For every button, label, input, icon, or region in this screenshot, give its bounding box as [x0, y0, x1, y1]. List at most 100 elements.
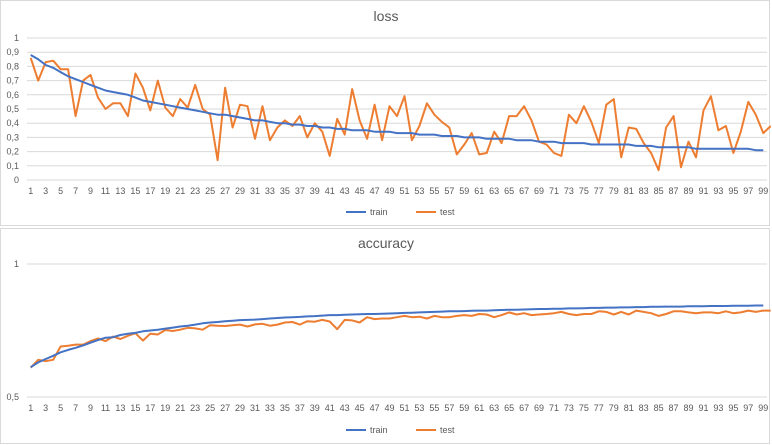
x-tick-label: 41	[325, 403, 335, 413]
x-tick-label: 1	[28, 403, 33, 413]
y-tick-label: 0,8	[6, 61, 19, 71]
x-tick-label: 93	[713, 186, 723, 196]
x-tick-label: 21	[175, 186, 185, 196]
x-tick-label: 37	[295, 186, 305, 196]
x-tick-label: 89	[684, 186, 694, 196]
x-tick-label: 95	[728, 403, 738, 413]
x-tick-label: 53	[414, 403, 424, 413]
x-tick-label: 17	[145, 186, 155, 196]
chart-title: loss	[374, 8, 399, 24]
x-tick-label: 97	[743, 186, 753, 196]
x-tick-label: 45	[355, 403, 365, 413]
y-tick-label: 0,1	[6, 161, 19, 171]
x-tick-label: 47	[370, 186, 380, 196]
x-tick-label: 87	[669, 403, 679, 413]
x-tick-label: 67	[519, 403, 529, 413]
x-tick-label: 33	[265, 403, 275, 413]
x-tick-label: 77	[594, 186, 604, 196]
x-tick-label: 47	[370, 403, 380, 413]
y-tick-label: 0,3	[6, 132, 19, 142]
x-tick-label: 11	[101, 403, 110, 413]
x-tick-label: 83	[639, 186, 649, 196]
x-tick-label: 55	[429, 186, 439, 196]
x-tick-label: 71	[549, 403, 559, 413]
x-tick-label: 49	[385, 186, 395, 196]
x-tick-label: 75	[579, 403, 589, 413]
x-tick-label: 23	[190, 403, 200, 413]
y-tick-label: 1	[14, 259, 19, 269]
y-tick-label: 0,5	[6, 392, 19, 402]
x-tick-label: 9	[88, 403, 93, 413]
x-tick-label: 51	[399, 186, 409, 196]
series-line-test	[29, 57, 771, 172]
x-tick-label: 79	[609, 403, 619, 413]
x-tick-label: 73	[564, 403, 574, 413]
x-tick-label: 3	[43, 186, 48, 196]
x-tick-label: 43	[340, 186, 350, 196]
x-tick-label: 27	[220, 403, 230, 413]
legend-label-test: test	[440, 207, 455, 217]
x-tick-label: 67	[519, 186, 529, 196]
legend-label-test: test	[440, 425, 455, 435]
y-tick-label: 0,7	[6, 76, 19, 86]
x-tick-label: 81	[624, 403, 634, 413]
x-tick-label: 7	[73, 403, 78, 413]
x-tick-label: 95	[728, 186, 738, 196]
series-line-train	[30, 54, 764, 152]
x-tick-label: 31	[250, 186, 260, 196]
chart-title: accuracy	[358, 235, 414, 251]
x-tick-label: 1	[28, 186, 33, 196]
series-line-test	[29, 309, 771, 369]
x-tick-label: 19	[160, 403, 170, 413]
x-tick-label: 13	[115, 403, 125, 413]
x-tick-label: 25	[205, 186, 215, 196]
x-tick-label: 43	[340, 403, 350, 413]
x-tick-label: 69	[534, 403, 544, 413]
y-tick-label: 0,5	[6, 104, 19, 114]
x-tick-label: 91	[698, 403, 708, 413]
x-tick-label: 5	[58, 186, 63, 196]
x-tick-label: 83	[639, 403, 649, 413]
x-tick-label: 49	[385, 403, 395, 413]
x-tick-label: 29	[235, 403, 245, 413]
x-tick-label: 17	[145, 403, 155, 413]
x-tick-label: 15	[130, 186, 140, 196]
x-tick-label: 39	[310, 186, 320, 196]
x-tick-label: 7	[73, 186, 78, 196]
x-tick-label: 29	[235, 186, 245, 196]
x-tick-label: 11	[101, 186, 110, 196]
x-tick-label: 15	[130, 403, 140, 413]
loss-chart-panel: loss 0 0,1 0,2 0,3 0,4 0,5 0,6 0,7 0,8 0,9 1 1 3 5 7 9 11…	[0, 0, 771, 226]
x-tick-label: 33	[265, 186, 275, 196]
legend-label-train: train	[370, 425, 388, 435]
x-tick-label: 61	[474, 403, 484, 413]
x-tick-label: 63	[489, 186, 499, 196]
y-tick-label: 0	[14, 175, 19, 185]
x-tick-label: 91	[698, 186, 708, 196]
x-tick-label: 65	[504, 186, 514, 196]
legend-label-train: train	[370, 207, 388, 217]
x-tick-label: 13	[115, 186, 125, 196]
x-tick-label: 73	[564, 186, 574, 196]
x-tick-label: 3	[43, 403, 48, 413]
x-tick-label: 59	[459, 403, 469, 413]
x-tick-label: 75	[579, 186, 589, 196]
x-tick-label: 99	[758, 186, 768, 196]
x-tick-label: 59	[459, 186, 469, 196]
x-tick-label: 65	[504, 403, 514, 413]
x-tick-label: 5	[58, 403, 63, 413]
x-tick-label: 77	[594, 403, 604, 413]
x-tick-label: 99	[758, 403, 768, 413]
y-tick-label: 0,6	[6, 90, 19, 100]
y-tick-label: 0,4	[6, 118, 19, 128]
x-tick-label: 89	[684, 403, 694, 413]
x-tick-label: 41	[325, 186, 335, 196]
x-tick-label: 31	[250, 403, 260, 413]
x-tick-label: 71	[549, 186, 559, 196]
x-tick-label: 85	[654, 186, 664, 196]
x-tick-label: 57	[444, 403, 454, 413]
x-tick-label: 87	[669, 186, 679, 196]
x-tick-label: 23	[190, 186, 200, 196]
